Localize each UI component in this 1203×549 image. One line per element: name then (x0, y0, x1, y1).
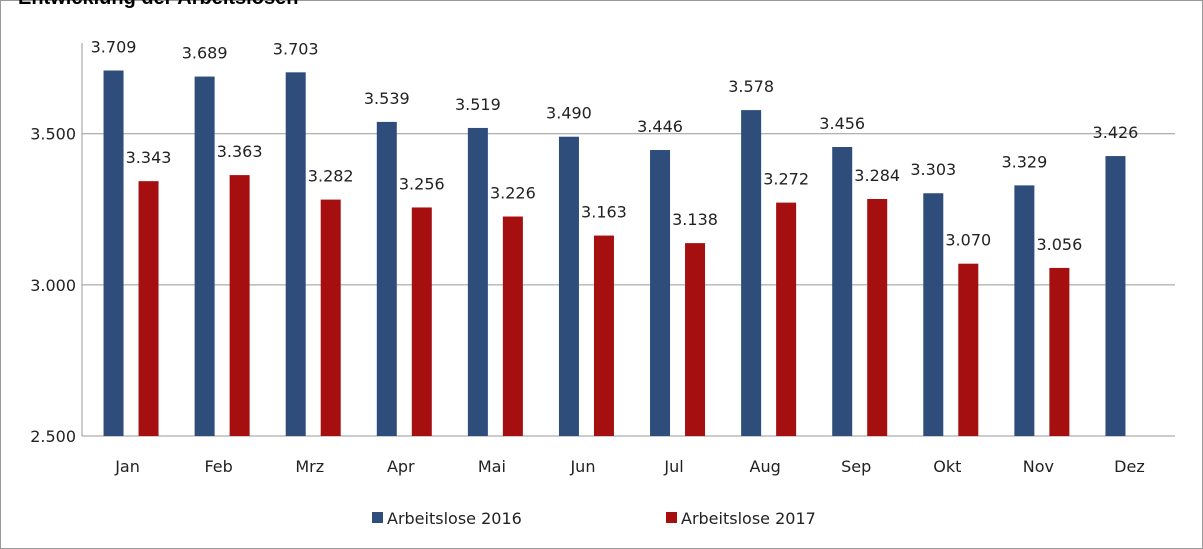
bar (832, 146, 853, 437)
data-label: 3.163 (581, 203, 627, 222)
bar (229, 175, 250, 436)
data-label: 3.343 (126, 148, 172, 167)
data-label: 3.303 (910, 160, 956, 179)
data-label: 3.578 (728, 77, 774, 96)
legend-label: Arbeitslose 2017 (681, 509, 816, 528)
data-label: 3.539 (364, 89, 410, 108)
data-label: 3.282 (308, 167, 354, 186)
legend-swatch (372, 512, 383, 523)
bar (502, 216, 523, 436)
data-label: 3.426 (1093, 123, 1139, 142)
x-tick-label: Jul (663, 457, 683, 476)
bar (138, 181, 159, 436)
x-tick-label: Apr (387, 457, 415, 476)
data-label: 3.456 (819, 114, 865, 133)
x-tick-label: Jan (114, 457, 140, 476)
bar (923, 193, 944, 436)
x-tick-label: Aug (750, 457, 781, 476)
bar (958, 263, 979, 436)
data-label: 3.138 (672, 210, 718, 229)
bar (741, 110, 762, 436)
bar (194, 76, 215, 436)
bar (285, 72, 306, 436)
data-label: 3.056 (1036, 235, 1082, 254)
bar (411, 207, 432, 436)
legend-swatch (666, 512, 677, 523)
bar (593, 235, 614, 436)
x-tick-label: Mrz (295, 457, 324, 476)
data-label: 3.284 (854, 166, 900, 185)
bar (1105, 156, 1126, 436)
x-tick-label: Nov (1023, 457, 1054, 476)
data-label: 3.226 (490, 184, 536, 203)
y-tick-label: 3.500 (30, 125, 76, 144)
data-label: 3.446 (637, 117, 683, 136)
data-label: 3.329 (1001, 152, 1047, 171)
x-tick-label: Okt (933, 457, 961, 476)
x-tick-label: Jun (569, 457, 595, 476)
chart-title: Entwicklung der Arbeitslosen (18, 0, 298, 9)
bar (376, 121, 397, 436)
data-label: 3.490 (546, 104, 592, 123)
bar (467, 127, 488, 437)
data-label: 3.363 (217, 142, 263, 161)
legend-label: Arbeitslose 2016 (387, 509, 522, 528)
bar (685, 243, 706, 436)
data-label: 3.070 (945, 231, 991, 250)
data-label: 3.256 (399, 174, 445, 193)
bar (867, 198, 888, 436)
bar (320, 199, 341, 436)
x-tick-label: Feb (204, 457, 232, 476)
y-tick-label: 2.500 (30, 427, 76, 446)
x-tick-label: Mai (478, 457, 506, 476)
data-label: 3.703 (273, 39, 319, 58)
data-label: 3.689 (182, 44, 228, 63)
bar (558, 136, 579, 436)
bar (103, 70, 124, 436)
y-tick-label: 3.000 (30, 276, 76, 295)
x-tick-label: Sep (841, 457, 871, 476)
bar (1014, 185, 1035, 436)
bar (1049, 267, 1070, 436)
x-tick-label: Dez (1114, 457, 1145, 476)
data-label: 3.272 (763, 170, 809, 189)
data-label: 3.709 (91, 38, 137, 57)
data-label: 3.519 (455, 95, 501, 114)
bar (650, 150, 671, 437)
bar (776, 202, 797, 436)
